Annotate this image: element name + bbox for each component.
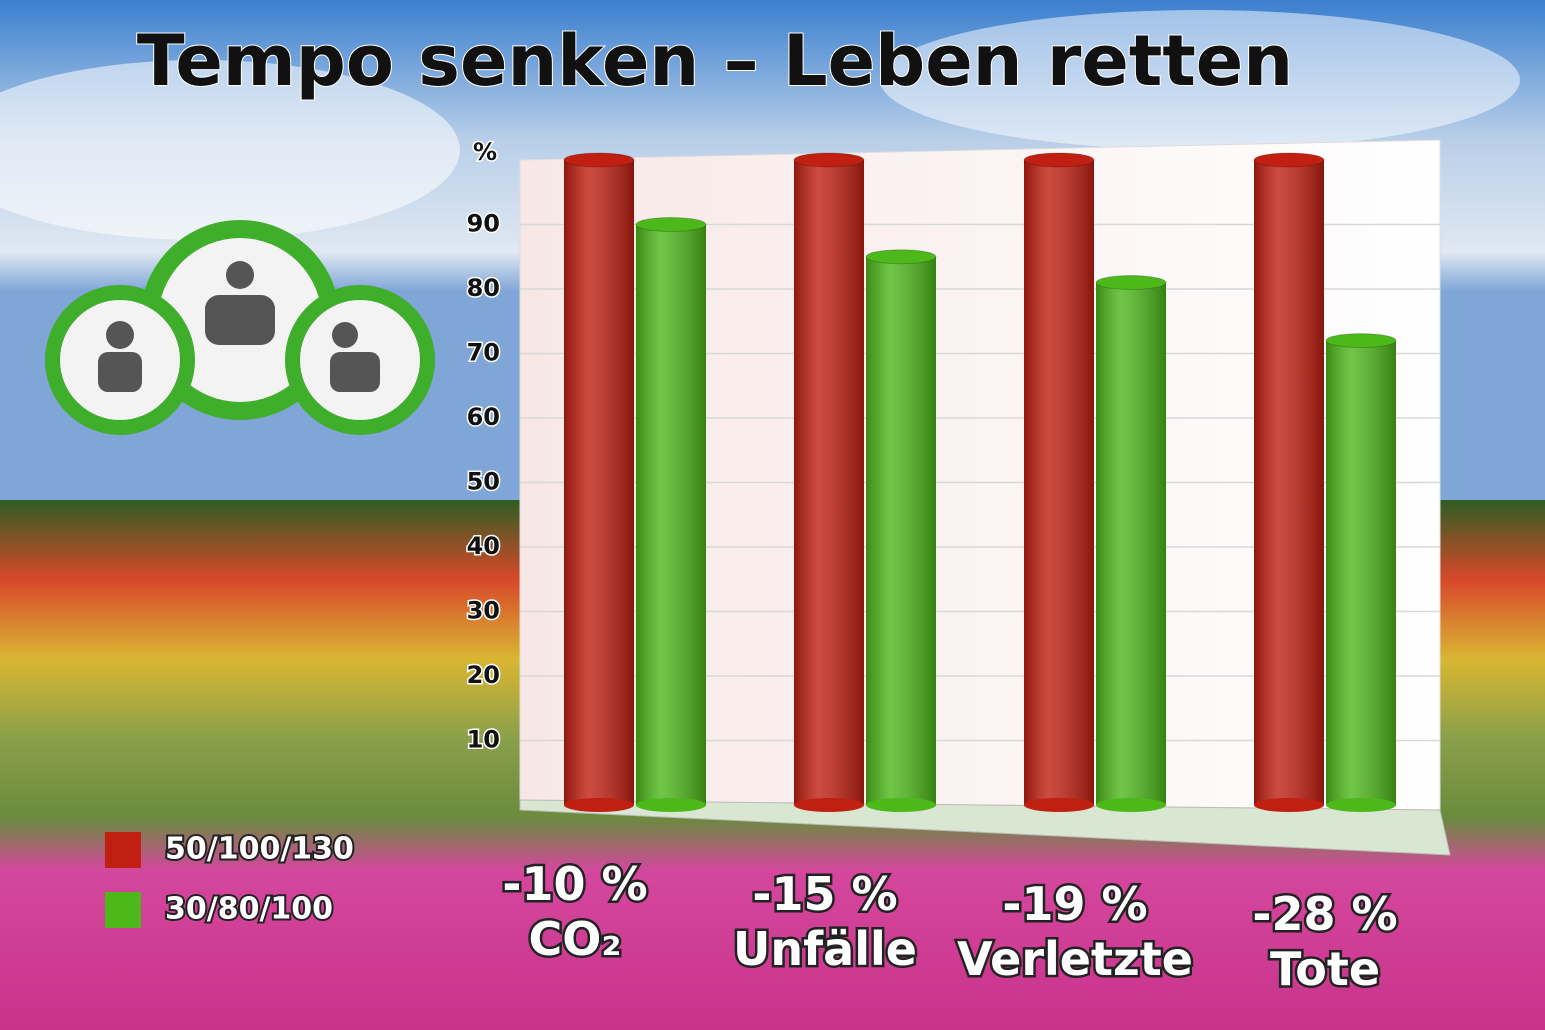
x-tick-label: Tote <box>1270 942 1380 996</box>
x-tick-label: Unfälle <box>733 922 917 976</box>
bar-cap <box>1095 275 1167 291</box>
cloud <box>880 10 1520 150</box>
y-tick-label: 40 <box>467 532 500 560</box>
bar-base <box>794 798 864 812</box>
annotation: -28 % <box>1252 887 1397 941</box>
annotation: -15 % <box>752 867 897 921</box>
bar-base <box>1096 798 1166 812</box>
legend-label: 50/100/130 <box>165 832 354 867</box>
x-tick-label: CO₂ <box>528 912 621 966</box>
bar-shade <box>1024 160 1094 805</box>
bar-shade <box>866 256 936 805</box>
annotation: -10 % <box>502 857 647 911</box>
bar-base <box>1024 798 1094 812</box>
x-tick-label: Verletzte <box>957 932 1193 986</box>
legend-swatch <box>105 832 141 868</box>
bar-shade <box>1096 282 1166 805</box>
y-tick-label: 50 <box>467 468 500 496</box>
y-tick-label: 20 <box>467 661 500 689</box>
logo <box>45 220 435 435</box>
bar-cap <box>1325 333 1397 349</box>
chart-title: Tempo senken – Leben retten <box>137 20 1293 102</box>
bar-shade <box>636 224 706 805</box>
bar-cap <box>563 152 635 168</box>
bar-base <box>636 798 706 812</box>
y-tick-label: 80 <box>467 274 500 302</box>
y-tick-label: 30 <box>467 597 500 625</box>
bar-cap <box>1023 152 1095 168</box>
bar-cap <box>1253 152 1325 168</box>
legend-swatch <box>105 892 141 928</box>
y-axis-label: % <box>473 138 497 166</box>
annotation: -19 % <box>1002 877 1147 931</box>
bar-cap <box>793 152 865 168</box>
cloud <box>0 60 460 240</box>
bar-base <box>564 798 634 812</box>
bar-shade <box>1254 160 1324 805</box>
bar-base <box>1254 798 1324 812</box>
y-tick-label: 90 <box>467 210 500 238</box>
legend-label: 30/80/100 <box>165 892 333 927</box>
y-tick-label: 10 <box>467 726 500 754</box>
bar-cap <box>635 217 707 232</box>
bar-base <box>866 798 936 812</box>
y-tick-label: 70 <box>467 339 500 367</box>
bar-shade <box>1326 340 1396 805</box>
bar-base <box>1326 798 1396 812</box>
bar-shade <box>564 160 634 805</box>
bar-cap <box>865 249 937 265</box>
bar-shade <box>794 160 864 805</box>
y-tick-label: 60 <box>467 403 500 431</box>
